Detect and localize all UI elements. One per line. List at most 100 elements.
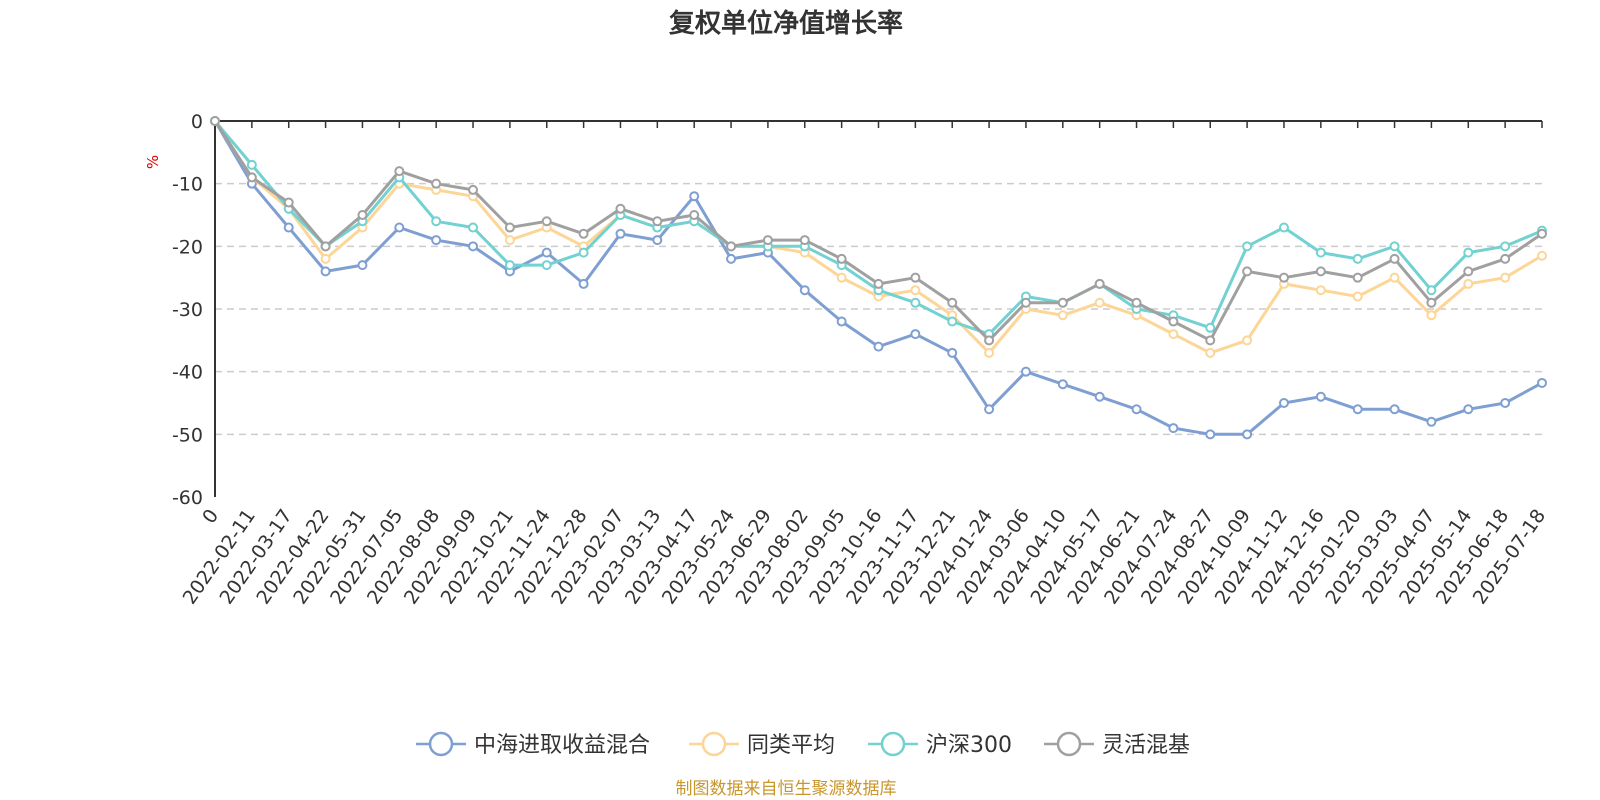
data-point: [1242, 266, 1253, 277]
data-point: [1352, 404, 1363, 415]
legend-marker: [428, 731, 454, 757]
data-point: [689, 191, 700, 202]
data-point: [799, 235, 810, 246]
legend-label: 沪深300: [926, 733, 1012, 758]
data-point: [1168, 329, 1179, 340]
data-point: [726, 241, 737, 252]
grid-lines: [215, 182, 1542, 436]
data-point: [1205, 335, 1216, 346]
data-point: [689, 210, 700, 220]
y-tick-label: -10: [172, 174, 203, 196]
data-point: [1463, 404, 1474, 415]
legend-item[interactable]: 沪深300: [868, 731, 1012, 758]
data-point: [1426, 310, 1437, 321]
data-point: [1278, 272, 1289, 283]
data-point: [984, 404, 995, 415]
data-point: [1205, 429, 1216, 440]
data-point: [873, 278, 884, 289]
data-point: [1352, 291, 1363, 302]
data-point: [910, 329, 921, 340]
legend-marker: [880, 731, 906, 757]
data-point: [541, 247, 552, 258]
data-point: [1500, 253, 1511, 264]
data-point: [1094, 391, 1105, 402]
data-point: [615, 203, 626, 214]
data-point: [873, 341, 884, 352]
data-point: [1500, 241, 1511, 252]
data-point: [1020, 366, 1031, 377]
data-point: [652, 235, 663, 246]
legend-label: 灵活混基: [1102, 733, 1190, 758]
data-point: [468, 222, 479, 233]
legend[interactable]: 中海进取收益混合 同类平均 沪深300 灵活混基: [416, 731, 1190, 758]
data-point: [1131, 404, 1142, 415]
legend-item[interactable]: 同类平均: [689, 731, 835, 758]
data-point: [246, 159, 257, 170]
axes: 0-10-20-30-40-50-6002022-02-112022-03-17…: [172, 111, 1550, 608]
data-point: [246, 172, 257, 183]
data-point: [541, 216, 552, 227]
data-point: [1315, 285, 1326, 296]
y-tick-label: -40: [172, 362, 203, 384]
data-point: [1389, 272, 1400, 283]
data-point: [541, 260, 552, 271]
y-tick-label: -20: [172, 236, 203, 258]
data-point: [1389, 241, 1400, 252]
legend-marker: [701, 731, 727, 757]
data-point: [504, 260, 515, 271]
data-point: [1463, 266, 1474, 277]
data-point: [910, 285, 921, 296]
series-line: [213, 119, 1544, 355]
data-point: [762, 235, 773, 246]
y-tick-label: 0: [191, 111, 203, 133]
data-point: [431, 216, 442, 227]
data-point: [1389, 253, 1400, 264]
data-point: [1094, 278, 1105, 289]
data-point: [1242, 429, 1253, 440]
data-point: [1315, 247, 1326, 258]
data-point: [468, 241, 479, 252]
legend-item[interactable]: 中海进取收益混合: [416, 731, 650, 758]
data-point: [1426, 297, 1437, 308]
data-point: [578, 247, 589, 258]
data-point: [1500, 272, 1511, 283]
data-point: [320, 266, 331, 277]
data-point: [1020, 297, 1031, 308]
data-point: [357, 260, 368, 271]
data-point: [1131, 297, 1142, 308]
data-point: [431, 178, 442, 189]
data-point: [1168, 423, 1179, 434]
data-point: [1352, 272, 1363, 283]
data-point: [210, 116, 220, 126]
data-point: [652, 216, 663, 227]
legend-label: 中海进取收益混合: [474, 733, 650, 758]
data-point: [836, 253, 847, 264]
series-line: [213, 119, 1544, 342]
data-point: [910, 272, 921, 283]
data-point: [468, 184, 479, 195]
source-note: 制图数据来自恒生聚源数据库: [676, 779, 897, 799]
y-tick-label: -30: [172, 299, 203, 321]
legend-item[interactable]: 灵活混基: [1044, 731, 1190, 758]
data-point: [578, 278, 589, 289]
data-point: [283, 222, 294, 233]
data-point: [1426, 416, 1437, 427]
data-point: [984, 347, 995, 358]
data-point: [1278, 222, 1289, 233]
series-lines: [210, 116, 1547, 440]
data-point: [947, 347, 958, 358]
data-point: [1242, 241, 1253, 252]
data-point: [1242, 335, 1253, 346]
data-point: [1500, 398, 1511, 408]
data-point: [320, 241, 331, 252]
data-point: [394, 222, 405, 233]
y-tick-label: -60: [172, 487, 203, 509]
y-axis-unit-label: %: [144, 155, 162, 169]
y-tick-label: -50: [172, 424, 203, 446]
data-point: [1537, 228, 1547, 239]
data-point: [836, 316, 847, 327]
data-point: [836, 272, 847, 283]
series-line: [213, 119, 1544, 336]
x-tick-label: 0: [198, 505, 223, 528]
